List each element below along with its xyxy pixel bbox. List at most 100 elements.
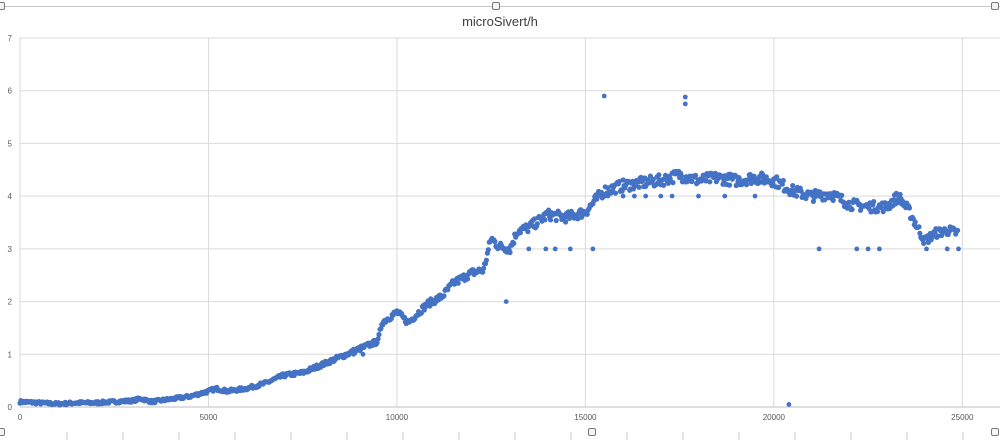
data-point (890, 197, 897, 203)
outlier-point (722, 193, 728, 199)
data-point (878, 205, 884, 211)
data-point (916, 224, 922, 230)
y-tick-label: 4 (8, 192, 13, 201)
chart-top-border (0, 6, 1000, 7)
outlier-point (632, 193, 637, 199)
data-point (376, 331, 382, 338)
data-point (689, 178, 695, 185)
y-tick-label: 2 (8, 298, 13, 307)
data-point (483, 257, 489, 263)
data-point (880, 209, 886, 215)
outlier-point (682, 101, 688, 107)
data-point (906, 205, 913, 211)
data-point (511, 240, 517, 246)
data-point (492, 239, 498, 245)
data-point (830, 197, 836, 203)
data-point (780, 177, 786, 184)
data-point (594, 196, 600, 202)
data-point (841, 199, 847, 205)
outlier-point (543, 246, 549, 252)
resize-handle-bottom-left[interactable] (0, 428, 5, 436)
data-point (636, 184, 642, 190)
data-point (839, 192, 845, 198)
data-point (912, 219, 918, 225)
outlier-point (503, 299, 509, 304)
resize-handle-bottom-right[interactable] (991, 428, 999, 436)
outlier-point (590, 246, 596, 252)
outlier-point (351, 351, 356, 357)
data-point (374, 340, 380, 346)
x-tick-label: 20000 (763, 413, 786, 422)
data-point (375, 336, 381, 342)
outlier-point (854, 246, 860, 252)
resize-handle-bottom-center[interactable] (588, 428, 596, 436)
outlier-point (752, 193, 758, 199)
data-point (670, 180, 676, 186)
data-point (849, 206, 855, 212)
outlier-point (601, 93, 607, 99)
outlier-point (620, 193, 626, 199)
data-point (955, 227, 961, 233)
outlier-point (865, 246, 871, 252)
data-point (822, 197, 828, 203)
data-point (485, 247, 491, 253)
data-point (584, 211, 590, 217)
resize-handle-top-left[interactable] (0, 2, 5, 10)
data-point (542, 217, 548, 223)
data-point (871, 199, 877, 205)
outlier-point (658, 193, 664, 199)
y-tick-label: 6 (8, 87, 13, 96)
data-point (612, 190, 619, 196)
outlier-point (682, 94, 688, 100)
data-point (798, 188, 804, 194)
outlier-point (526, 246, 532, 252)
outlier-point (944, 246, 950, 252)
outlier-point (643, 193, 649, 199)
y-tick-label: 5 (8, 139, 13, 148)
data-point (441, 293, 447, 299)
outlier-point (567, 246, 573, 252)
x-tick-label: 25000 (951, 413, 974, 422)
data-point (650, 176, 656, 183)
data-point (678, 173, 685, 179)
x-tick-label: 0 (18, 413, 23, 422)
y-tick-label: 7 (8, 34, 13, 43)
outlier-point (786, 402, 792, 407)
data-point (793, 193, 800, 199)
outlier-point (816, 246, 822, 252)
data-point (917, 230, 923, 236)
outlier-point (552, 246, 558, 252)
x-tick-label: 5000 (200, 413, 218, 422)
data-point (566, 215, 573, 221)
data-point (656, 172, 662, 178)
data-point (810, 198, 817, 204)
data-point (874, 209, 881, 215)
data-point (547, 217, 554, 223)
resize-handle-top-right[interactable] (991, 2, 999, 10)
data-point (455, 280, 461, 286)
data-point (507, 249, 513, 256)
outlier-point (669, 193, 675, 199)
resize-handle-top-center[interactable] (492, 2, 500, 10)
data-point (790, 183, 796, 189)
data-point (534, 221, 540, 227)
outlier-point (924, 246, 929, 252)
x-tick-label: 10000 (386, 413, 409, 422)
data-point (480, 269, 486, 275)
outlier-point (696, 193, 701, 199)
data-point (743, 182, 750, 188)
data-point (525, 229, 531, 235)
outlier-point (956, 246, 961, 252)
data-point (897, 191, 903, 198)
data-point (661, 182, 667, 188)
x-tick-label: 15000 (574, 413, 597, 422)
data-point (811, 194, 818, 201)
data-point (481, 265, 487, 271)
data-point (921, 240, 927, 246)
outlier-point (605, 193, 611, 199)
data-point (605, 185, 611, 191)
outlier-point (360, 351, 366, 357)
outlier-point (877, 246, 882, 252)
data-point (693, 172, 699, 178)
